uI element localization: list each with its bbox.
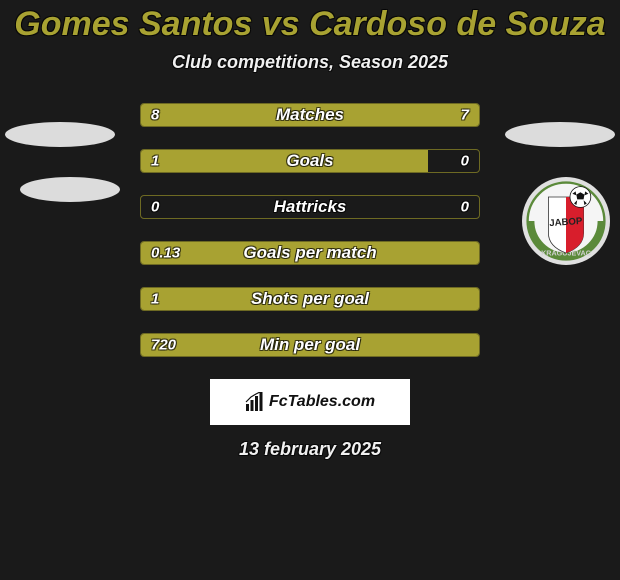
- stat-label: Matches: [141, 105, 479, 125]
- svg-text:JABOP: JABOP: [549, 216, 583, 229]
- player-right-badge-1: [505, 122, 615, 147]
- comparison-bars: Matches87Goals10Hattricks00Goals per mat…: [140, 103, 480, 357]
- brand-text: FcTables.com: [269, 393, 375, 411]
- comparison-infographic: Gomes Santos vs Cardoso de Souza Club co…: [0, 0, 620, 580]
- stat-value-right: 0: [461, 199, 469, 216]
- stat-value-right: 7: [461, 107, 469, 124]
- shield-icon: KRAGUJEVAC JABOP: [526, 181, 606, 261]
- date-label: 13 february 2025: [0, 439, 620, 460]
- stat-row: Matches8 7: [140, 103, 480, 127]
- subtitle: Club competitions, Season 2025: [0, 52, 620, 73]
- player-left-badge-1: [5, 122, 115, 147]
- team-logo: KRAGUJEVAC JABOP: [522, 177, 610, 265]
- stat-row: Min per goal720: [140, 333, 480, 357]
- stat-value-left: 720: [151, 337, 176, 354]
- stat-value-right: 0: [461, 153, 469, 170]
- stat-value-left: 8: [151, 107, 159, 124]
- player-left-badge-2: [20, 177, 120, 202]
- brand-badge: FcTables.com: [210, 379, 410, 425]
- stat-label: Goals per match: [141, 243, 479, 263]
- stat-value-left: 0: [151, 199, 159, 216]
- page-title: Gomes Santos vs Cardoso de Souza: [0, 5, 620, 44]
- stat-value-left: 1: [151, 153, 159, 170]
- stat-label: Hattricks: [141, 197, 479, 217]
- chart-icon: [245, 392, 265, 412]
- stat-label: Shots per goal: [141, 289, 479, 309]
- stat-row: Goals1 0: [140, 149, 480, 173]
- stat-row: Goals per match0.13: [140, 241, 480, 265]
- stat-label: Min per goal: [141, 335, 479, 355]
- stat-value-left: 0.13: [151, 245, 180, 262]
- stat-row: Hattricks0 0: [140, 195, 480, 219]
- stat-row: Shots per goal1: [140, 287, 480, 311]
- stat-value-left: 1: [151, 291, 159, 308]
- stat-label: Goals: [141, 151, 479, 171]
